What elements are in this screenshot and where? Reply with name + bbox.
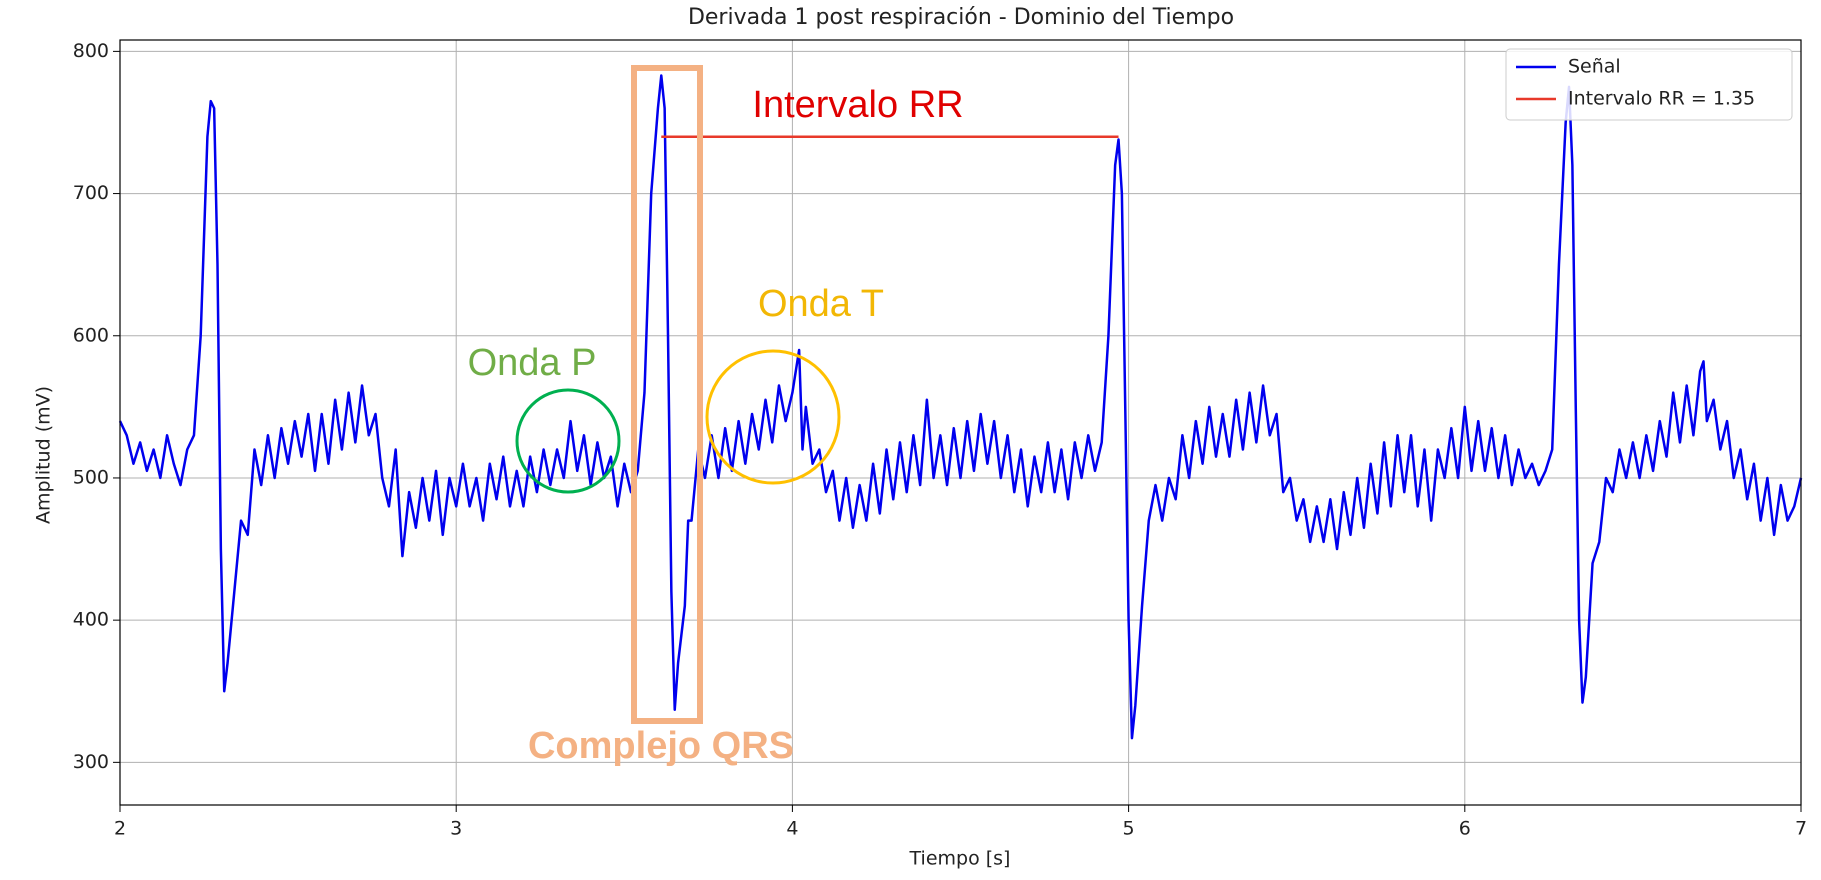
legend: Señal Intervalo RR = 1.35 bbox=[1505, 48, 1793, 121]
x-axis-label: Tiempo [s] bbox=[909, 848, 1011, 870]
x-tick-label: 6 bbox=[1459, 818, 1471, 840]
y-tick-label: 300 bbox=[73, 751, 109, 773]
y-tick-label: 400 bbox=[73, 609, 109, 631]
y-tick-label: 700 bbox=[73, 182, 109, 204]
legend-label: Señal bbox=[1568, 56, 1621, 78]
annotation: Onda T bbox=[758, 283, 884, 325]
qrs-box bbox=[631, 65, 703, 724]
x-tick-label: 4 bbox=[786, 818, 798, 840]
annotation: Complejo QRS bbox=[528, 725, 794, 767]
y-tick-label: 500 bbox=[73, 466, 109, 488]
y-axis-label: Amplitud (mV) bbox=[33, 386, 55, 524]
t-wave-circle bbox=[705, 349, 841, 485]
y-tick-label: 600 bbox=[73, 324, 109, 346]
x-tick-label: 7 bbox=[1795, 818, 1807, 840]
annotation: Onda P bbox=[468, 342, 597, 384]
signal-line bbox=[118, 74, 1803, 740]
annotation: Intervalo RR bbox=[752, 84, 963, 126]
chart-title: Derivada 1 post respiración - Dominio de… bbox=[688, 5, 1234, 30]
x-tick-label: 3 bbox=[450, 818, 462, 840]
legend-label: Intervalo RR = 1.35 bbox=[1568, 88, 1755, 110]
y-tick-label: 800 bbox=[73, 40, 109, 62]
x-tick-label: 5 bbox=[1123, 818, 1135, 840]
legend-box bbox=[1505, 48, 1793, 121]
plot-frame bbox=[119, 39, 1802, 806]
x-tick-label: 2 bbox=[114, 818, 126, 840]
p-wave-circle bbox=[515, 388, 621, 494]
